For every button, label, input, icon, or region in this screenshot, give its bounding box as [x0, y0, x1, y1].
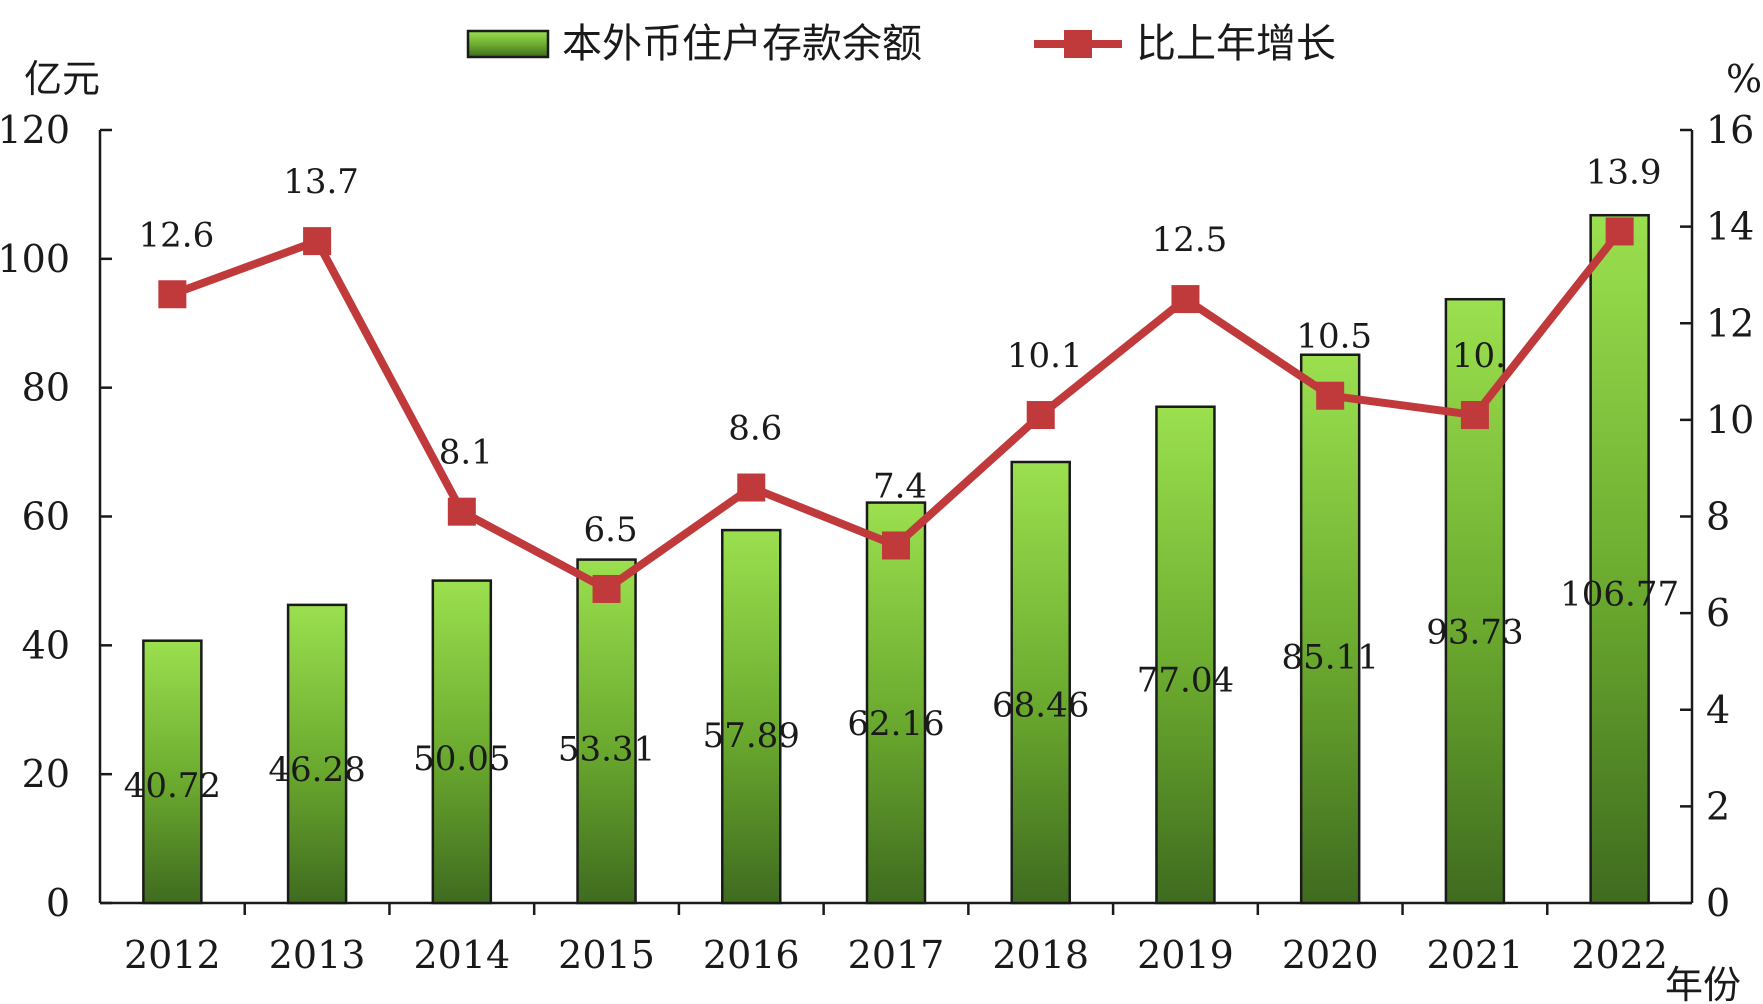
bar	[142, 639, 203, 905]
line-marker	[882, 531, 910, 560]
right-tick-label: 8	[1706, 495, 1730, 539]
bar-value-label: 50.05	[413, 739, 510, 779]
bar-value-label: 62.16	[847, 704, 944, 744]
bar	[865, 501, 927, 905]
right-tick-label: 2	[1706, 784, 1730, 828]
line-marker	[1171, 285, 1200, 314]
line-value-label: 10.1	[1007, 336, 1083, 376]
right-tick-label: 4	[1706, 688, 1730, 732]
x-tick-label: 2020	[1282, 933, 1379, 977]
x-tick-label: 2015	[558, 933, 655, 977]
line-marker	[1605, 217, 1634, 246]
left-tick-label: 60	[22, 495, 70, 539]
left-tick-label: 120	[0, 108, 70, 152]
line-marker	[303, 227, 332, 256]
x-axis-ticks: 2012 2013 2014 2015 2016 2017 2018 2019 2020 2021…	[124, 903, 1668, 977]
line-value-label: 7.4	[873, 466, 927, 506]
x-tick-label: 2014	[413, 933, 510, 977]
legend-line-marker	[1064, 30, 1092, 58]
x-tick-label: 2016	[703, 933, 800, 977]
x-tick-label: 2018	[992, 933, 1089, 977]
bar-series	[142, 213, 1650, 905]
bar	[1010, 460, 1071, 905]
bar-value-label: 53.31	[558, 729, 655, 769]
line-marker	[592, 574, 621, 603]
right-tick-label: 12	[1706, 301, 1754, 345]
line-value-label: 13.7	[283, 162, 359, 202]
x-tick-label: 2017	[848, 933, 945, 977]
bar	[1444, 297, 1506, 905]
left-axis-unit: 亿元	[24, 57, 100, 101]
line-value-label: 8.6	[728, 409, 782, 449]
line-value-label: 12.6	[139, 215, 215, 255]
bar	[286, 603, 348, 905]
line-value-label: 10.5	[1296, 317, 1372, 357]
line-marker	[1460, 401, 1489, 430]
bar	[1155, 405, 1216, 905]
right-tick-label: 0	[1706, 881, 1730, 925]
bar	[431, 579, 493, 905]
right-tick-label: 16	[1706, 108, 1754, 152]
legend-line-label: 比上年增长	[1136, 21, 1336, 67]
x-tick-label: 2012	[124, 933, 221, 977]
right-axis-unit: %	[1726, 57, 1762, 101]
bar-value-label: 77.04	[1137, 661, 1234, 701]
line-value-label: 8.1	[439, 433, 493, 473]
left-axis-ticks: 0 20 40 60 80 100 120	[0, 108, 112, 925]
line-value-label: 13.9	[1586, 152, 1662, 192]
bar-data-labels: 40.72 46.28 50.05 53.31 57.89 62.16 68.46 77.04…	[124, 575, 1679, 806]
bar-value-label: 46.28	[268, 750, 365, 790]
legend-bar-swatch	[466, 29, 550, 59]
line-data-labels: 12.6 13.7 8.1 6.5 8.6 7.4 10.1 12.5 10.5 10. 13.9	[139, 152, 1662, 550]
x-tick-label: 2013	[269, 933, 366, 977]
left-tick-label: 80	[22, 366, 70, 410]
x-tick-label: 2022	[1571, 933, 1668, 977]
x-tick-label: 2019	[1137, 933, 1234, 977]
right-axis-ticks: 0 2 4 6 8 10 12 14 16	[1680, 108, 1754, 925]
line-value-label: 6.5	[584, 510, 638, 550]
bar	[1299, 353, 1361, 905]
left-tick-label: 40	[22, 623, 70, 667]
left-tick-label: 0	[46, 881, 70, 925]
bar-value-label: 40.72	[124, 766, 221, 806]
line-marker	[737, 473, 766, 502]
bar	[1589, 213, 1650, 905]
legend: 本外币住户存款余额 比上年增长	[466, 21, 1336, 67]
right-tick-label: 6	[1706, 591, 1730, 635]
bar-value-label: 68.46	[992, 686, 1089, 726]
line-marker	[158, 280, 187, 309]
right-tick-label: 14	[1706, 205, 1754, 249]
legend-bar-label: 本外币住户存款余额	[562, 21, 922, 67]
bar-value-label: 85.11	[1282, 637, 1379, 677]
x-axis-title: 年份	[1665, 963, 1741, 1004]
bar	[576, 558, 637, 905]
line-value-label: 10.	[1452, 336, 1506, 376]
bar	[721, 528, 782, 905]
left-tick-label: 100	[0, 237, 70, 281]
bar-value-label: 57.89	[703, 716, 800, 756]
bar-value-label: 93.73	[1426, 612, 1523, 652]
right-tick-label: 10	[1706, 398, 1754, 442]
line-series	[158, 217, 1634, 603]
line-marker	[1316, 381, 1345, 410]
line-marker	[1026, 401, 1055, 430]
x-tick-label: 2021	[1427, 933, 1524, 977]
bar-value-label: 106.77	[1560, 575, 1679, 615]
line-marker	[447, 497, 476, 526]
line-value-label: 12.5	[1152, 220, 1228, 260]
left-tick-label: 20	[22, 752, 70, 796]
